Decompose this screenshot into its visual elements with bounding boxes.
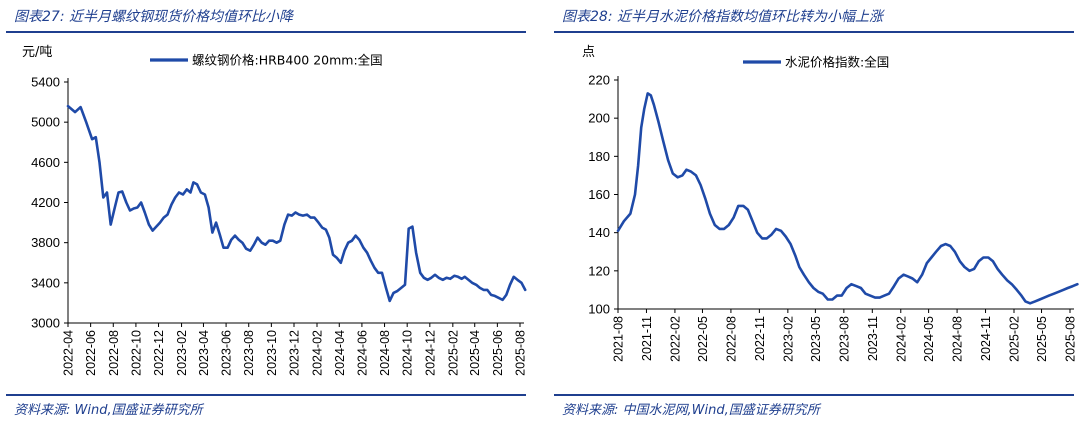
y-tick-label: 5400 [31, 75, 60, 90]
x-tick-label: 2025-02 [446, 330, 460, 376]
figure-source: 资料来源: Wind,国盛证券研究所 [14, 403, 203, 418]
x-tick-label: 2024-08 [378, 330, 392, 376]
x-tick-label: 2022-05 [696, 316, 710, 362]
y-tick-label: 5000 [31, 115, 60, 130]
legend-label: 螺纹钢价格:HRB400 20mm:全国 [192, 53, 383, 68]
y-unit-label: 元/吨 [22, 45, 52, 60]
x-tick-label: 2025-08 [1064, 316, 1078, 362]
x-tick-label: 2024-11 [979, 316, 993, 361]
x-tick-label: 2024-05 [922, 316, 936, 362]
x-tick-label: 2022-12 [152, 330, 166, 376]
x-tick-label: 2021-11 [640, 316, 654, 361]
x-tick-label: 2025-06 [491, 330, 505, 376]
x-tick-label: 2023-10 [265, 330, 279, 376]
x-tick-label: 2022-04 [62, 330, 76, 376]
x-tick-label: 2024-08 [951, 316, 965, 362]
y-tick-label: 220 [588, 73, 610, 88]
x-tick-label: 2024-04 [333, 330, 347, 376]
y-tick-label: 120 [588, 263, 610, 278]
x-tick-label: 2023-12 [288, 330, 302, 376]
x-tick-label: 2023-11 [866, 316, 880, 361]
x-tick-label: 2025-02 [1008, 316, 1022, 362]
x-tick-label: 2023-08 [242, 330, 256, 376]
x-tick-label: 2024-06 [355, 330, 369, 376]
y-unit-label: 点 [582, 45, 595, 60]
y-tick-label: 140 [588, 225, 610, 240]
x-tick-label: 2025-05 [1035, 316, 1049, 362]
x-tick-label: 2022-08 [724, 316, 738, 362]
rebar-price-figure: 图表27: 近半月螺纹钢现货价格均值环比小降 元/吨 3000 3400 3800 4… [0, 0, 532, 428]
rebar-price-chart: 元/吨 3000 3400 3800 4200 4600 5000 5400 2022-04 2… [22, 45, 528, 376]
y-tick-label: 100 [588, 302, 610, 317]
x-tick-label: 2024-02 [311, 330, 325, 376]
x-tick-label: 2023-04 [197, 330, 211, 376]
figure-title: 图表27: 近半月螺纹钢现货价格均值环比小降 [14, 9, 293, 25]
figure-source: 资料来源: 中国水泥网,Wind,国盛证券研究所 [562, 403, 820, 418]
x-tick-label: 2022-10 [129, 330, 143, 376]
y-tick-label: 3000 [31, 316, 60, 331]
x-tick-label: 2023-05 [809, 316, 823, 362]
y-tick-label: 4600 [31, 155, 60, 170]
source-rule [554, 394, 1074, 396]
cement-index-figure: 图表28: 近半月水泥价格指数均值环比转为小幅上涨 点 100 120 140 160… [548, 0, 1080, 428]
x-tick-label: 2024-02 [894, 316, 908, 362]
legend-label: 水泥价格指数:全国 [785, 55, 889, 70]
x-tick-label: 2023-02 [781, 316, 795, 362]
x-tick-label: 2022-08 [107, 330, 121, 376]
series-line [66, 104, 527, 303]
figure-title: 图表28: 近半月水泥价格指数均值环比转为小幅上涨 [562, 9, 883, 25]
x-tick-label: 2022-06 [84, 330, 98, 376]
x-tick-label: 2024-10 [401, 330, 415, 376]
x-tick-label: 2022-02 [668, 316, 682, 362]
x-tick-label: 2023-08 [837, 316, 851, 362]
x-tick-label: 2021-08 [612, 316, 626, 362]
x-tick-label: 2025-08 [514, 330, 528, 376]
y-tick-label: 3400 [31, 275, 60, 290]
x-tick-label: 2022-11 [753, 316, 767, 361]
cement-index-chart: 点 100 120 140 160 180 200 220 2021-08 2021-11 202… [582, 45, 1079, 362]
y-tick-label: 180 [588, 149, 610, 164]
title-rule [554, 31, 1074, 33]
y-tick-label: 4200 [31, 195, 60, 210]
y-tick-label: 200 [588, 111, 610, 126]
series-line [616, 92, 1079, 305]
y-tick-label: 160 [588, 187, 610, 202]
y-tick-label: 3800 [31, 235, 60, 250]
x-tick-label: 2023-02 [175, 330, 189, 376]
x-tick-label: 2023-06 [220, 330, 234, 376]
x-tick-label: 2024-12 [423, 330, 437, 376]
title-rule [6, 31, 526, 33]
x-tick-label: 2025-04 [468, 330, 482, 376]
source-rule [6, 394, 526, 396]
